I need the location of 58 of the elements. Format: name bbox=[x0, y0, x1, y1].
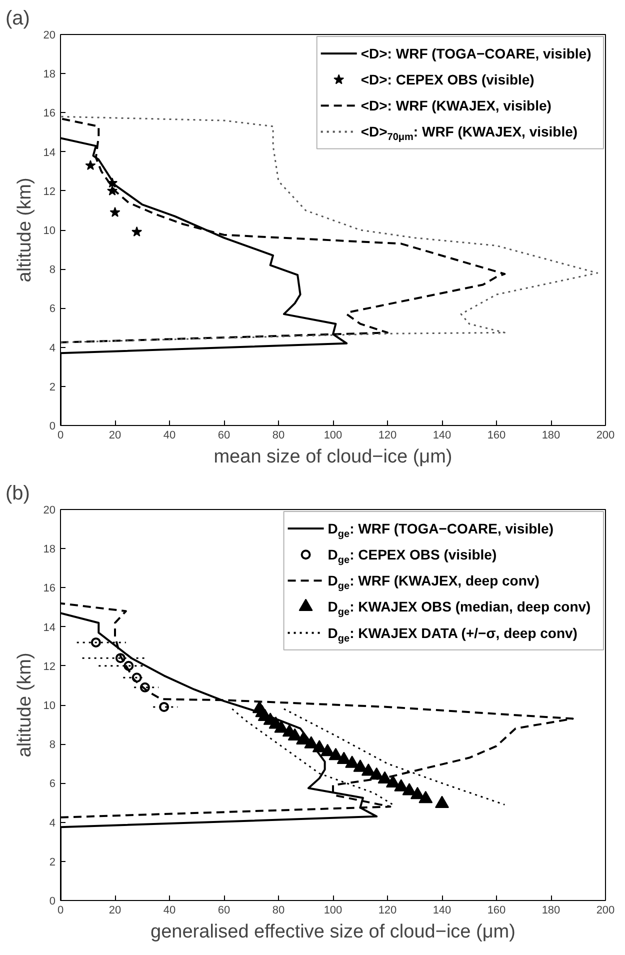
x-tick-label: 140 bbox=[432, 430, 452, 442]
y-tick-label: 14 bbox=[43, 622, 56, 634]
y-tick-label: 14 bbox=[43, 146, 56, 159]
x-tick-label: 60 bbox=[218, 904, 230, 916]
y-tick-label: 4 bbox=[49, 342, 56, 354]
x-tick-label: 180 bbox=[542, 904, 560, 916]
y-tick-label: 18 bbox=[43, 544, 56, 556]
y-tick-label: 6 bbox=[49, 778, 56, 790]
y-tick-label: 4 bbox=[49, 817, 56, 830]
y-tick-label: 0 bbox=[49, 420, 56, 432]
x-tick-label: 120 bbox=[378, 430, 397, 442]
point bbox=[110, 206, 120, 217]
x-tick-label: 20 bbox=[108, 430, 122, 442]
x-tick-label: 80 bbox=[272, 904, 285, 916]
x-tick-label: 100 bbox=[324, 904, 342, 916]
x-tick-label: 140 bbox=[432, 904, 452, 916]
chart-title: (b) bbox=[6, 482, 30, 504]
point bbox=[85, 160, 96, 170]
x-tick-label: 60 bbox=[218, 430, 230, 442]
y-tick-label: 12 bbox=[43, 660, 56, 673]
x-tick-label: 200 bbox=[596, 904, 615, 916]
y-tick-label: 2 bbox=[49, 856, 56, 868]
y-tick-label: 0 bbox=[49, 896, 56, 908]
y-tick-label: 2 bbox=[49, 381, 56, 394]
y-axis-title: altitude (km) bbox=[14, 652, 36, 758]
y-axis-title: altitude (km) bbox=[14, 178, 36, 282]
x-tick-label: 40 bbox=[163, 904, 176, 916]
legend-label: <D>: CEPEX OBS (visible) bbox=[360, 72, 534, 88]
line-series bbox=[60, 116, 598, 344]
x-tick-label: 0 bbox=[57, 904, 64, 916]
x-tick-label: 200 bbox=[596, 430, 615, 442]
point bbox=[132, 226, 142, 236]
y-tick-label: 8 bbox=[49, 739, 56, 752]
y-tick-label: 16 bbox=[43, 108, 56, 120]
x-tick-label: 180 bbox=[542, 430, 560, 442]
x-axis-title: mean size of cloud−ice (μm) bbox=[214, 446, 452, 468]
x-tick-label: 120 bbox=[378, 904, 397, 916]
x-tick-label: 0 bbox=[57, 430, 64, 442]
y-tick-label: 10 bbox=[43, 225, 56, 237]
y-tick-label: 6 bbox=[49, 303, 56, 316]
y-tick-label: 16 bbox=[43, 582, 56, 595]
x-tick-label: 100 bbox=[324, 430, 342, 442]
y-tick-label: 20 bbox=[43, 30, 56, 42]
y-tick-label: 8 bbox=[49, 264, 56, 276]
y-tick-label: 18 bbox=[43, 68, 56, 81]
x-tick-label: 80 bbox=[272, 430, 285, 442]
chart-title: (a) bbox=[6, 8, 30, 30]
x-tick-label: 40 bbox=[163, 430, 176, 442]
line-series bbox=[283, 708, 506, 806]
x-tick-label: 160 bbox=[487, 430, 506, 442]
y-tick-label: 20 bbox=[43, 504, 56, 516]
y-tick-label: 10 bbox=[43, 700, 56, 712]
y-tick-label: 12 bbox=[43, 186, 56, 198]
legend-label: <D>: WRF (KWAJEX, visible) bbox=[360, 98, 552, 114]
x-tick-label: 20 bbox=[108, 904, 122, 916]
x-axis-title: generalised effective size of cloud−ice (μm) bbox=[150, 922, 516, 942]
legend-label: <D>: WRF (TOGA−COARE, visible) bbox=[360, 46, 592, 62]
x-tick-label: 160 bbox=[487, 904, 506, 916]
